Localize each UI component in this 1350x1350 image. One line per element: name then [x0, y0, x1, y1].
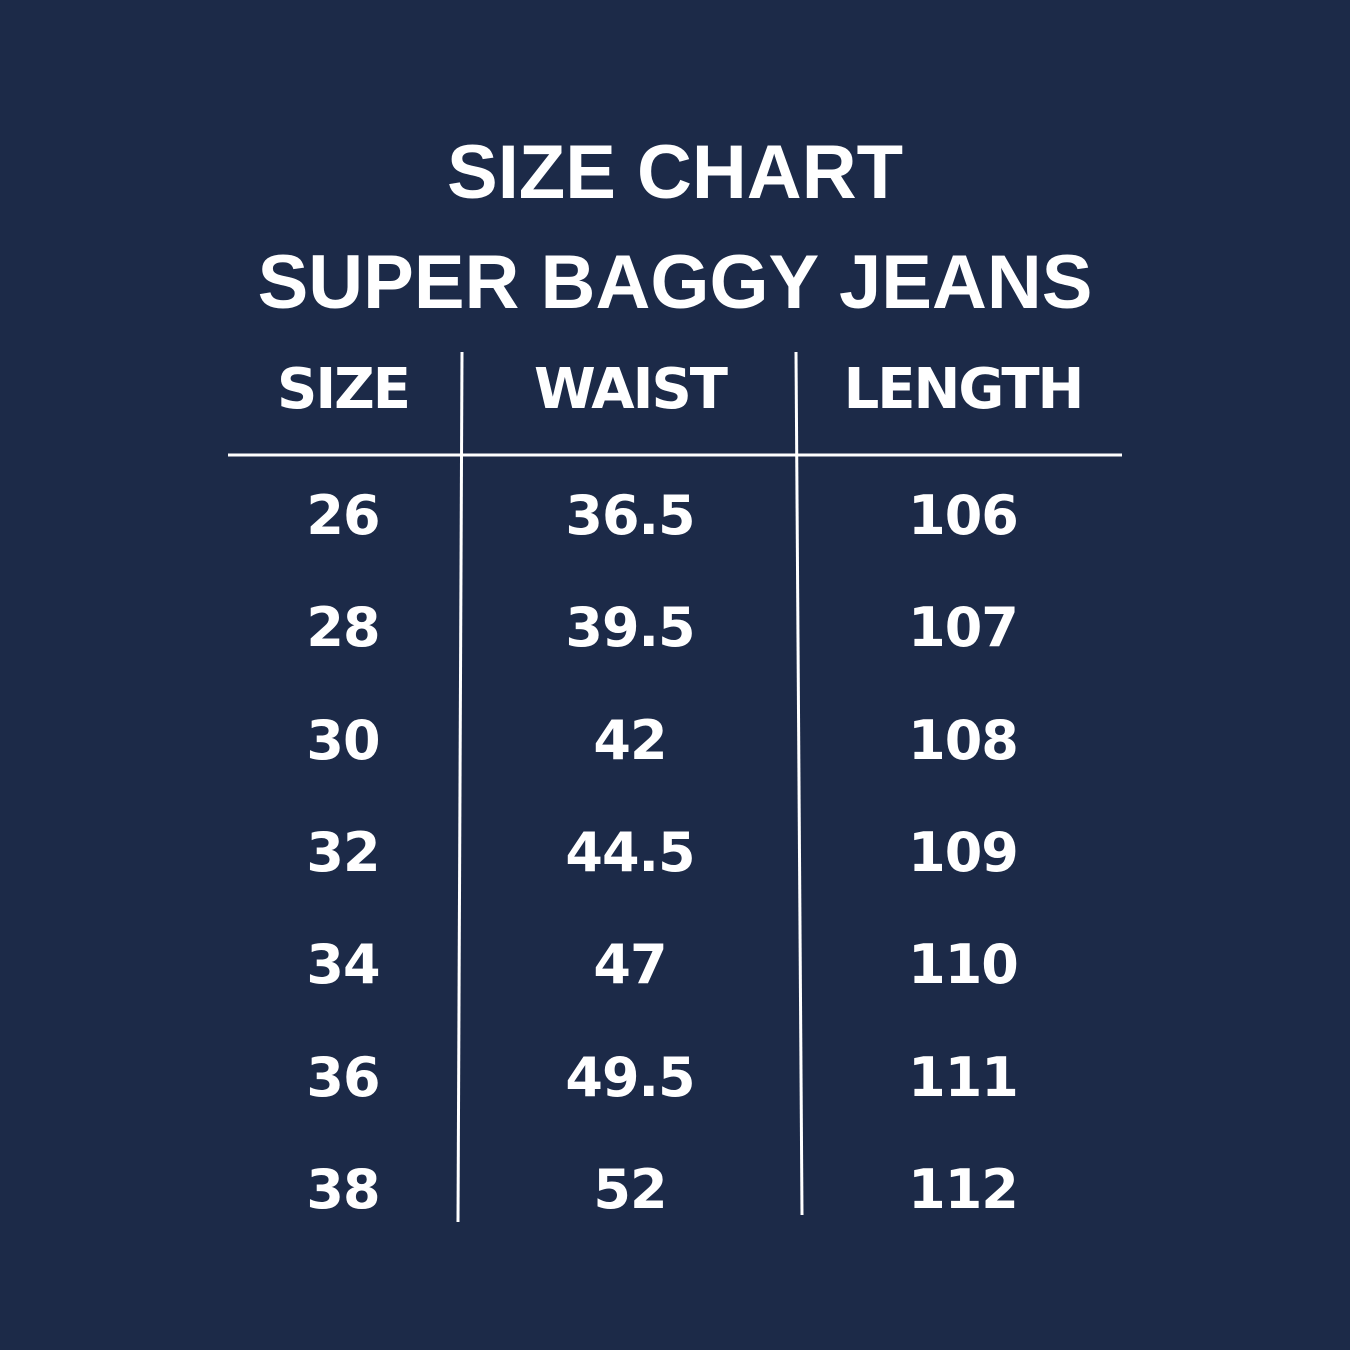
cell-length: 110 — [908, 933, 1019, 997]
cell-size: 26 — [306, 484, 380, 547]
cell-waist: 49.5 — [565, 1045, 695, 1109]
cell-length: 106 — [908, 484, 1019, 547]
title-size-chart: SIZE CHART — [447, 130, 903, 215]
cell-waist: 47 — [593, 933, 667, 997]
cell-size: 28 — [306, 596, 380, 660]
title-product-name: SUPER BAGGY JEANS — [257, 240, 1093, 325]
header-waist: WAIST — [534, 357, 728, 422]
cell-waist: 52 — [593, 1157, 667, 1221]
cell-waist: 36.5 — [565, 484, 695, 547]
column-divider-2 — [794, 351, 804, 1216]
cell-waist: 39.5 — [565, 596, 695, 660]
cell-length: 107 — [908, 596, 1019, 660]
cell-length: 112 — [908, 1157, 1019, 1221]
header-size: SIZE — [276, 357, 411, 422]
cell-size: 34 — [306, 933, 380, 997]
cell-size: 38 — [306, 1157, 380, 1221]
cell-length: 109 — [908, 820, 1019, 884]
cell-size: 32 — [306, 820, 380, 884]
cell-waist: 44.5 — [565, 820, 695, 884]
header-length: LENGTH — [843, 357, 1085, 422]
column-divider-1 — [456, 351, 464, 1223]
cell-length: 108 — [908, 708, 1019, 772]
cell-size: 30 — [306, 708, 380, 772]
cell-size: 36 — [306, 1045, 380, 1109]
cell-waist: 42 — [593, 708, 667, 772]
cell-length: 111 — [908, 1045, 1019, 1109]
